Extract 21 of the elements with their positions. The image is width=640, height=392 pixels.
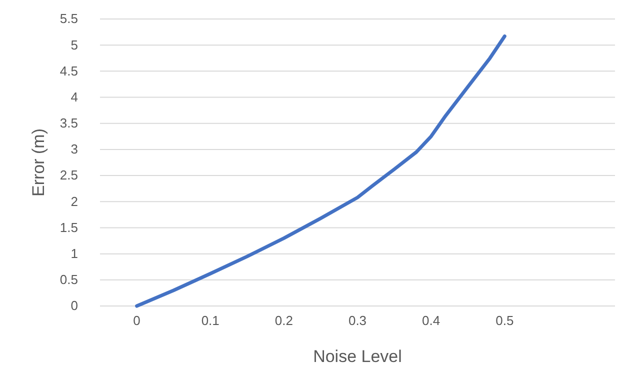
y-tick-label: 0.5 xyxy=(60,272,78,288)
x-axis-title: Noise Level xyxy=(313,347,402,366)
y-tick-label: 2.5 xyxy=(60,168,78,183)
y-tick-label: 0 xyxy=(70,298,78,314)
y-tick-label: 5 xyxy=(70,37,78,52)
x-tick-label: 0.2 xyxy=(274,313,293,328)
y-tick-label: 3 xyxy=(70,142,78,157)
y-tick-label: 1.5 xyxy=(60,220,78,235)
x-tick-label: 0.3 xyxy=(348,313,367,328)
x-tick-label: 0.4 xyxy=(422,313,440,328)
x-tick-label: 0.1 xyxy=(201,313,220,328)
x-tick-label: 0.5 xyxy=(496,313,514,328)
y-tick-label: 5.5 xyxy=(60,11,78,26)
y-tick-label: 2 xyxy=(70,194,78,209)
y-tick-label: 4 xyxy=(70,89,78,104)
y-tick-label: 4.5 xyxy=(60,63,78,78)
y-tick-label: 1 xyxy=(70,246,78,261)
y-axis-title: Error (m) xyxy=(29,128,48,196)
x-tick-label: 0 xyxy=(133,313,140,328)
line-series xyxy=(135,34,506,308)
y-tick-label: 3.5 xyxy=(60,116,78,131)
